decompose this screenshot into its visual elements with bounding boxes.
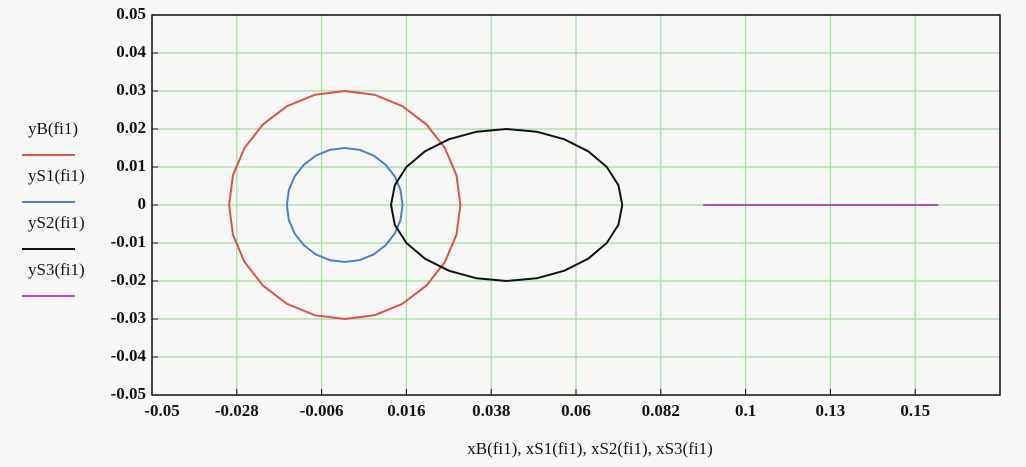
x-tick-label: -0.006 [300,401,344,420]
y-tick-label: 0.05 [116,4,146,23]
series-line [285,146,404,264]
legend-label: yS2(fi1) [28,213,85,232]
x-tick-label: 0.082 [642,401,680,420]
y-tick-label: 0.04 [116,42,146,61]
y-tick-label: -0.03 [111,308,146,327]
legend-label: yS1(fi1) [28,166,85,185]
x-tick-label: 0.15 [900,401,930,420]
legend-label: yB(fi1) [28,119,78,138]
series-line [389,127,624,283]
x-tick-label: 0.1 [735,401,756,420]
legend-label: yS3(fi1) [28,260,85,279]
y-tick-label: -0.04 [111,346,147,365]
x-tick-label: 0.13 [816,401,846,420]
y-tick-label: 0.01 [116,156,146,175]
y-tick-label: -0.01 [111,232,146,251]
y-tick-label: 0.03 [116,80,146,99]
y-tick-label: -0.05 [111,384,146,403]
series-line [228,89,462,321]
x-tick-label: 0.016 [387,401,425,420]
plot-frame [151,14,1001,396]
x-tick-label: 0.038 [472,401,510,420]
y-tick-label: 0.02 [116,118,146,137]
x-tick-label: -0.028 [215,401,259,420]
y-tick-label: 0 [138,194,147,213]
x-tick-label: 0.06 [561,401,591,420]
x-axis-label: xB(fi1), xS1(fi1), xS2(fi1), xS3(fi1) [467,439,713,458]
y-tick-label: -0.02 [111,270,146,289]
x-tick-label: -0.05 [144,401,179,420]
